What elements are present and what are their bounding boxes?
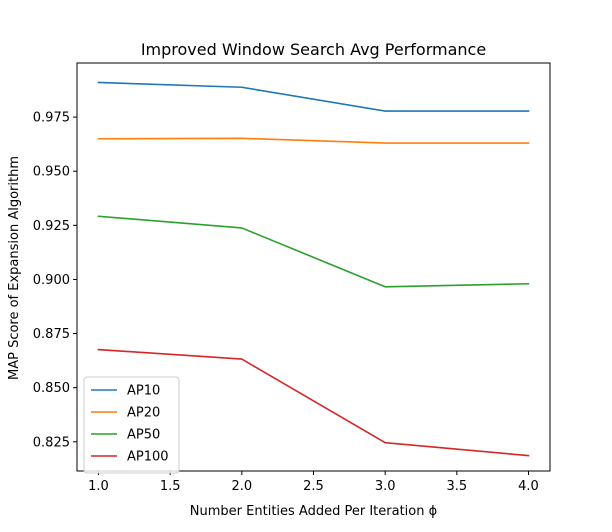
y-axis-label: MAP Score of Expansion Algorithm <box>7 156 22 380</box>
series-line-ap100 <box>97 348 530 457</box>
x-tick-label: 1.5 <box>160 479 181 494</box>
y-tick-label: 0.900 <box>33 273 70 288</box>
chart-title: Improved Window Search Avg Performance <box>141 40 486 59</box>
series-line-ap20 <box>97 137 530 144</box>
x-axis-ticks: 1.0 1.5 2.0 2.5 3.0 3.5 4.0 <box>88 471 539 494</box>
legend-entry-label: AP100 <box>127 450 169 465</box>
legend-box <box>83 376 180 474</box>
x-tick-label: 3.5 <box>446 479 467 494</box>
y-tick-label: 0.875 <box>33 327 70 342</box>
x-tick-label: 1.0 <box>88 479 109 494</box>
legend-entry-label: AP20 <box>127 406 160 421</box>
series-layer <box>97 81 530 457</box>
x-tick-label: 2.0 <box>231 479 252 494</box>
x-tick-label: 4.0 <box>518 479 539 494</box>
series-line-ap50 <box>97 215 530 288</box>
legend-entry-label: AP50 <box>127 428 160 443</box>
y-tick-label: 0.925 <box>33 219 70 234</box>
y-tick-label: 0.975 <box>33 111 70 126</box>
y-tick-label: 0.825 <box>33 435 70 450</box>
x-axis-label: Number Entities Added Per Iteration ϕ <box>190 504 437 519</box>
legend-entry-label: AP10 <box>127 384 160 399</box>
y-tick-label: 0.950 <box>33 165 70 180</box>
y-tick-label: 0.850 <box>33 381 70 396</box>
series-line-ap10 <box>97 81 530 112</box>
x-tick-label: 2.5 <box>303 479 324 494</box>
legend: AP10 AP20 AP50 AP100 <box>83 376 180 474</box>
y-axis-ticks: 0.825 0.850 0.875 0.900 0.925 0.950 0.975 <box>33 111 77 450</box>
x-tick-label: 3.0 <box>375 479 396 494</box>
